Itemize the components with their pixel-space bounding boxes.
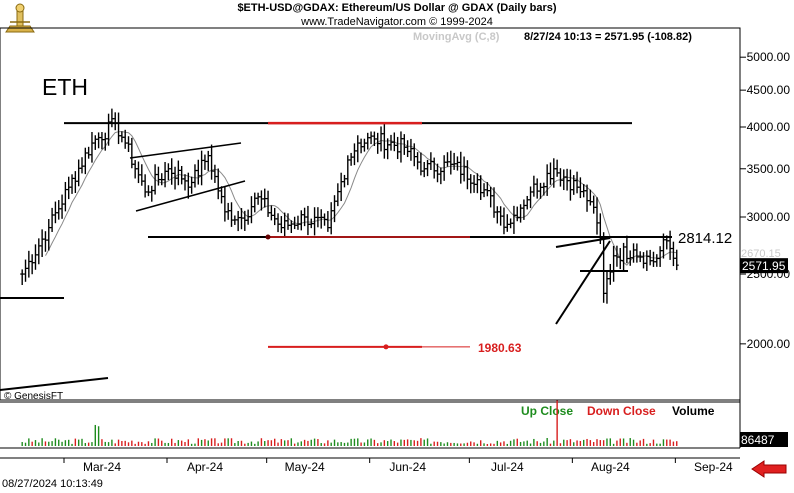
- price-readout: 8/27/24 10:13 = 2571.95 (-108.82): [524, 31, 692, 43]
- volume-last-label: 86487: [741, 433, 775, 447]
- axis-labels: 5000.004500.004000.003500.003000.002500.…: [83, 50, 790, 474]
- last-price-ghost: 2670.15: [741, 248, 781, 260]
- price-tick-label: 4500.00: [747, 83, 791, 97]
- support-marker: [265, 234, 271, 240]
- credit-label: © GenesisFT: [4, 391, 64, 402]
- chart-source: www.TradeNavigator.com © 1999-2024: [301, 16, 493, 28]
- volume-flag: [740, 432, 788, 447]
- moving-average-line: [45, 130, 677, 266]
- legend-up-close: Up Close: [521, 404, 574, 418]
- time-tick-label: Sep-24: [694, 460, 733, 474]
- time-tick-label: Aug-24: [591, 460, 630, 474]
- trendlines: [0, 121, 672, 391]
- time-tick-label: Jul-24: [491, 460, 524, 474]
- chart-title: $ETH-USD@GDAX: Ethereum/US Dollar @ GDAX…: [237, 2, 557, 14]
- moving-average-path: [45, 130, 677, 266]
- channel-top: [129, 142, 242, 159]
- price-tick-label: 3000.00: [747, 210, 791, 224]
- wedge-side: [555, 240, 611, 325]
- time-tick-label: Jun-24: [389, 460, 426, 474]
- axis-ticks: [63, 56, 746, 463]
- legend-down-close: Down Close: [587, 404, 656, 418]
- red-left-arrow-icon[interactable]: [750, 459, 788, 479]
- channel-bottom: [135, 180, 246, 212]
- price-tick-label: 3500.00: [747, 162, 791, 176]
- last-price-flag: [740, 258, 788, 274]
- lower-trendline: [0, 377, 109, 391]
- time-tick-label: May-24: [285, 460, 325, 474]
- indicator-label: MovingAvg (C,8): [413, 31, 500, 43]
- last-price-label: 2571.95: [742, 259, 786, 273]
- price-tick-label: 5000.00: [747, 50, 791, 64]
- legend-volume: Volume: [672, 404, 715, 418]
- volume-bars: 86487: [21, 400, 788, 447]
- target-marker: [383, 344, 389, 350]
- timestamp: 08/27/2024 10:13:49: [2, 478, 103, 490]
- chart-frame: [0, 27, 741, 459]
- price-tick-label: 4000.00: [747, 120, 791, 134]
- price-tick-label: 2000.00: [747, 337, 791, 351]
- price-panel-border: [0, 27, 741, 401]
- time-tick-label: Apr-24: [187, 460, 223, 474]
- support-level-label: 2814.12: [678, 230, 732, 247]
- price-bars: [20, 108, 679, 304]
- time-tick-label: Mar-24: [83, 460, 121, 474]
- target-level-label: 1980.63: [478, 341, 522, 355]
- symbol-label: ETH: [42, 74, 88, 100]
- wedge-top: [555, 237, 611, 248]
